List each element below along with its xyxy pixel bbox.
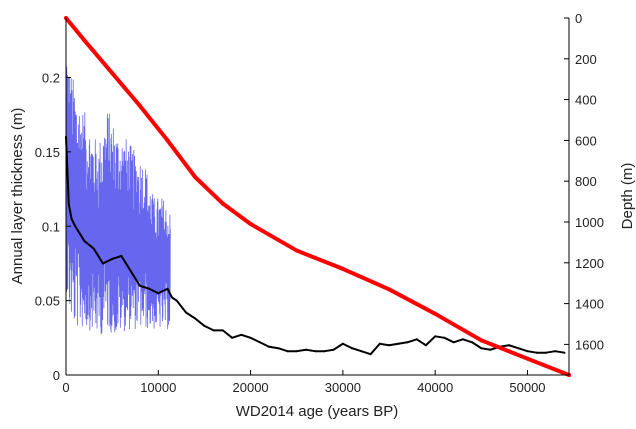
series-1-point bbox=[388, 344, 391, 347]
series-2-point bbox=[248, 222, 253, 227]
series-1-point bbox=[83, 240, 86, 243]
left-tick-label: 0.15 bbox=[35, 145, 60, 160]
ticks-group: 0 10000 20000 30000 40000 5000000.050.10.150.… bbox=[35, 11, 604, 395]
series-1-point bbox=[138, 284, 141, 287]
series-1-point bbox=[221, 329, 224, 332]
series-1-point bbox=[480, 347, 483, 350]
right-axis-label: Depth (m) bbox=[619, 163, 636, 230]
series-1-point bbox=[360, 350, 363, 353]
series-1-point bbox=[517, 347, 520, 350]
left-axis-label: Annual layer thickness (m) bbox=[9, 108, 26, 285]
right-tick-label: 800 bbox=[575, 174, 597, 189]
series-1-point bbox=[120, 255, 123, 257]
series-1-point bbox=[369, 353, 372, 356]
series-1-point bbox=[489, 348, 492, 351]
series-1-point bbox=[452, 341, 455, 344]
series-1-point bbox=[397, 342, 400, 345]
right-tick-label: 1000 bbox=[575, 215, 604, 230]
series-2-point bbox=[165, 138, 170, 143]
series-1-point bbox=[148, 287, 151, 290]
series-2-point bbox=[137, 103, 142, 108]
series-2-point bbox=[479, 338, 484, 343]
series-1-point bbox=[212, 329, 215, 332]
series-1-point bbox=[295, 350, 298, 353]
x-tick-label: 20000 bbox=[233, 380, 269, 395]
series-1-point bbox=[508, 344, 511, 347]
series-1-point bbox=[171, 296, 174, 299]
series-1-point bbox=[78, 232, 81, 235]
series-1-point bbox=[129, 269, 132, 272]
series-1-point bbox=[175, 299, 178, 302]
series-1-point bbox=[101, 262, 104, 265]
series-2-point bbox=[525, 356, 530, 361]
series-2-point bbox=[82, 38, 87, 43]
right-tick-label: 1200 bbox=[575, 256, 604, 271]
series-1-point bbox=[332, 348, 335, 351]
x-tick-label: 10000 bbox=[140, 380, 176, 395]
series-1-point bbox=[194, 317, 197, 320]
series-1-point bbox=[203, 324, 206, 327]
series-2-point bbox=[193, 175, 198, 180]
series-1-point bbox=[415, 338, 418, 341]
series-1-point bbox=[378, 342, 381, 345]
series-1-point bbox=[277, 347, 280, 350]
series-1-point bbox=[258, 341, 261, 344]
series-1-point bbox=[304, 348, 307, 351]
left-tick-label: 0.2 bbox=[42, 71, 60, 86]
series-0-line bbox=[65, 59, 171, 335]
right-tick-label: 1400 bbox=[575, 297, 604, 312]
x-tick-label: 50000 bbox=[509, 380, 545, 395]
series-1-point bbox=[166, 287, 169, 290]
series-1-point bbox=[67, 202, 70, 205]
series-2-point bbox=[387, 287, 392, 292]
series-1-point bbox=[471, 341, 474, 344]
series-1-point bbox=[526, 350, 529, 353]
series-1-point bbox=[323, 350, 326, 353]
x-axis-label: WD2014 age (years BP) bbox=[236, 403, 399, 420]
series-1-point bbox=[544, 351, 547, 354]
series-2-point bbox=[110, 71, 115, 76]
series-1-point bbox=[249, 336, 252, 339]
band-group bbox=[65, 59, 171, 335]
series-1-point bbox=[424, 344, 427, 347]
series-1-point bbox=[341, 342, 344, 345]
series-1-point bbox=[443, 336, 446, 339]
series-1-point bbox=[351, 347, 354, 350]
series-1-point bbox=[157, 292, 160, 295]
series-1-point bbox=[111, 257, 114, 260]
series-2-point bbox=[294, 248, 299, 253]
series-1-point bbox=[434, 335, 437, 338]
series-1-point bbox=[535, 351, 538, 354]
right-tick-label: 400 bbox=[575, 93, 597, 108]
series-1-point bbox=[461, 338, 464, 341]
series-2-point bbox=[220, 201, 225, 206]
left-tick-label: 0 bbox=[53, 368, 60, 383]
series-1-point bbox=[314, 350, 317, 353]
left-tick-label: 0.05 bbox=[35, 294, 60, 309]
series-1-point bbox=[554, 350, 557, 353]
x-tick-label: 40000 bbox=[417, 380, 453, 395]
left-tick-label: 0.1 bbox=[42, 219, 60, 234]
right-tick-label: 1600 bbox=[575, 337, 604, 352]
x-tick-label: 0 bbox=[62, 380, 69, 395]
series-1-point bbox=[231, 336, 234, 339]
series-1-point bbox=[286, 350, 289, 353]
series-1-point bbox=[92, 247, 95, 250]
series-1-point bbox=[268, 345, 271, 348]
series-1-point bbox=[406, 341, 409, 344]
right-tick-label: 200 bbox=[575, 52, 597, 67]
series-1-point bbox=[70, 217, 73, 220]
series-2-point bbox=[433, 311, 438, 316]
series-1-point bbox=[563, 351, 566, 354]
series-2-point bbox=[340, 266, 345, 271]
series-1-point bbox=[74, 225, 77, 228]
x-tick-label: 30000 bbox=[325, 380, 361, 395]
series-1-point bbox=[240, 333, 243, 336]
right-tick-label: 0 bbox=[575, 11, 582, 26]
right-tick-label: 600 bbox=[575, 133, 597, 148]
lines-group bbox=[64, 16, 571, 377]
series-1-point bbox=[184, 311, 187, 314]
